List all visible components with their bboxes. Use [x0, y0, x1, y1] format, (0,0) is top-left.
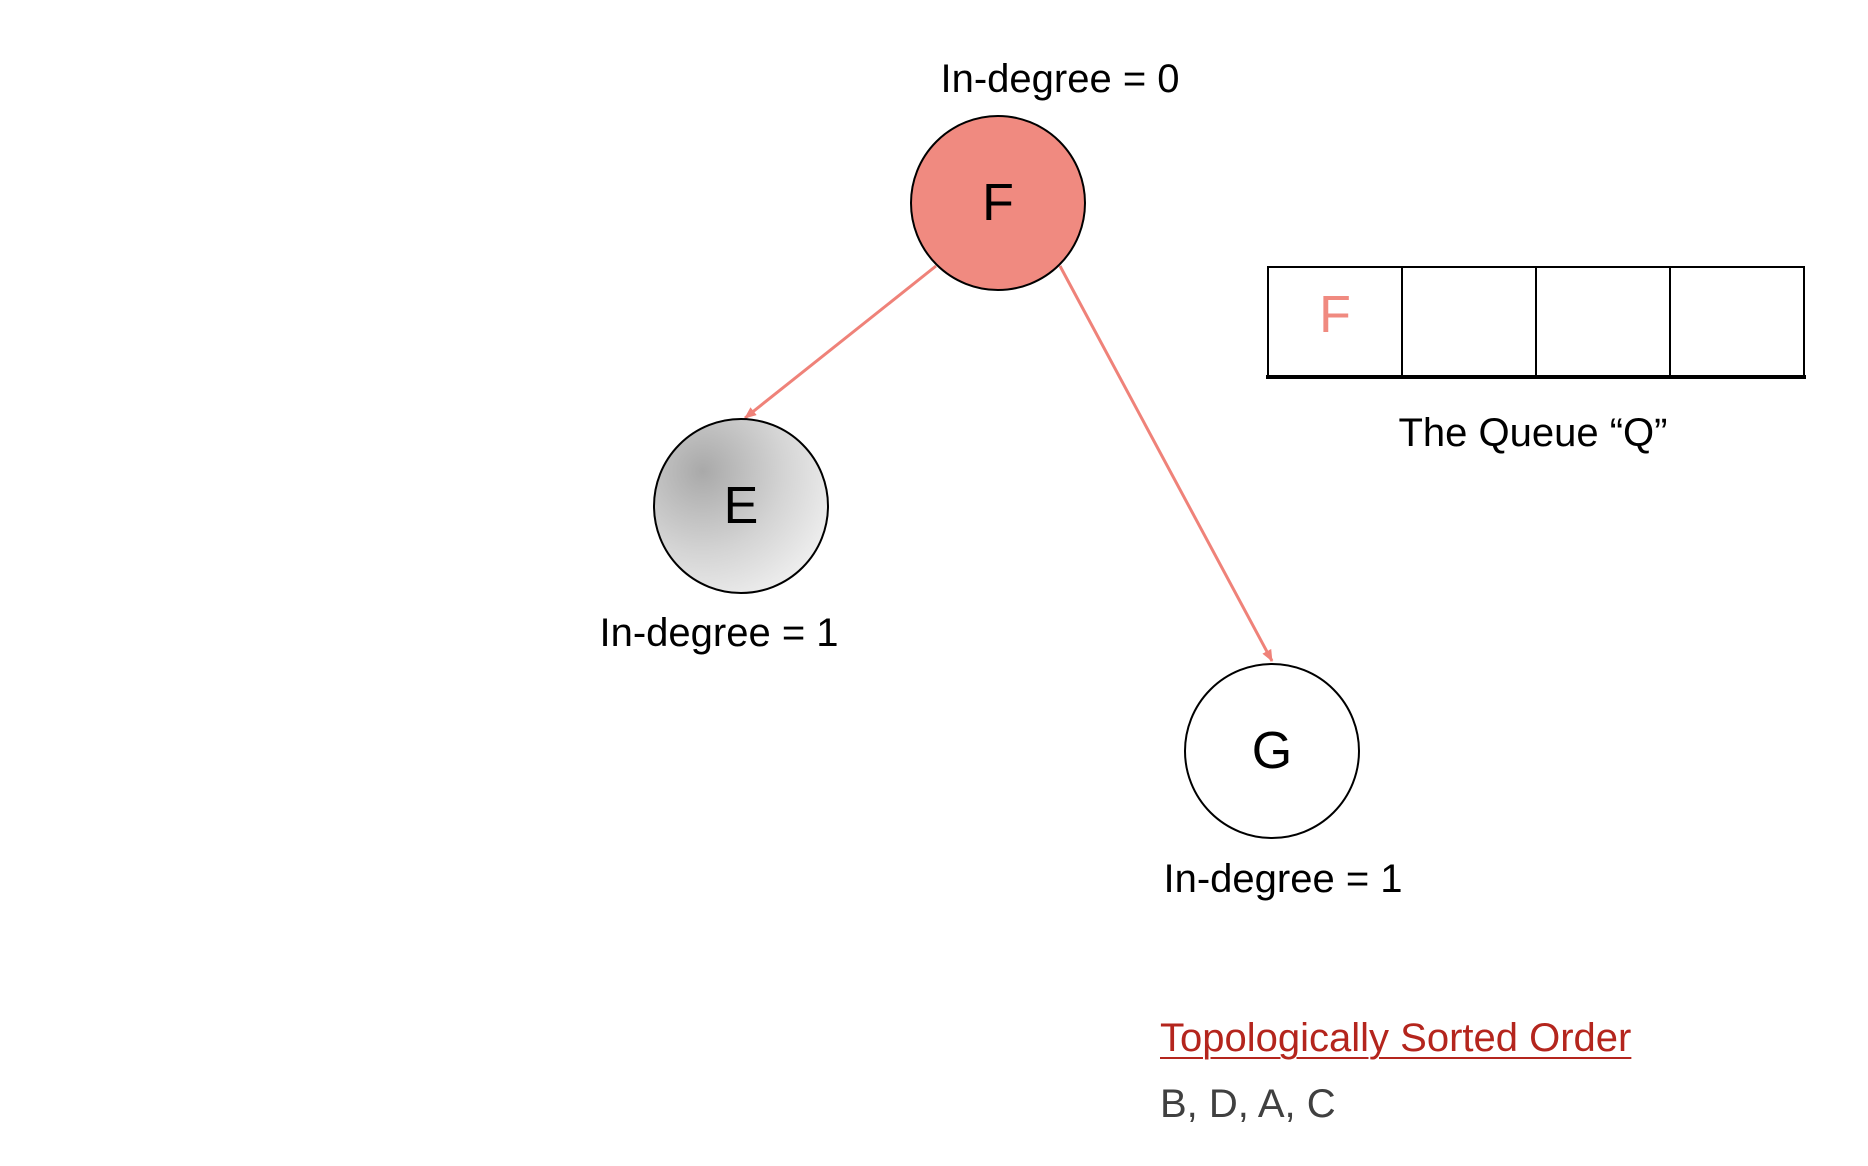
- node-g-label: G: [1252, 722, 1292, 780]
- node-f: F: [910, 115, 1086, 291]
- queue: F: [1266, 266, 1806, 379]
- queue-cell: [1669, 266, 1805, 377]
- queue-cell: [1401, 266, 1537, 377]
- edge-f-to-e: [744, 264, 937, 420]
- node-e-in-degree: In-degree = 1: [599, 611, 838, 655]
- queue-caption: The Queue “Q”: [1398, 411, 1667, 455]
- node-e: E: [653, 418, 829, 594]
- node-f-in-degree: In-degree = 0: [940, 57, 1179, 101]
- node-g: G: [1184, 663, 1360, 839]
- edge-f-to-g: [1058, 265, 1274, 662]
- node-e-label: E: [724, 477, 759, 535]
- node-g-in-degree: In-degree = 1: [1163, 857, 1402, 901]
- queue-item-1: F: [1319, 286, 1351, 344]
- queue-cell: [1535, 266, 1671, 377]
- sorted-order-values: B, D, A, C: [1160, 1082, 1336, 1126]
- node-f-label: F: [982, 174, 1014, 232]
- sorted-order-heading: Topologically Sorted Order: [1160, 1016, 1632, 1060]
